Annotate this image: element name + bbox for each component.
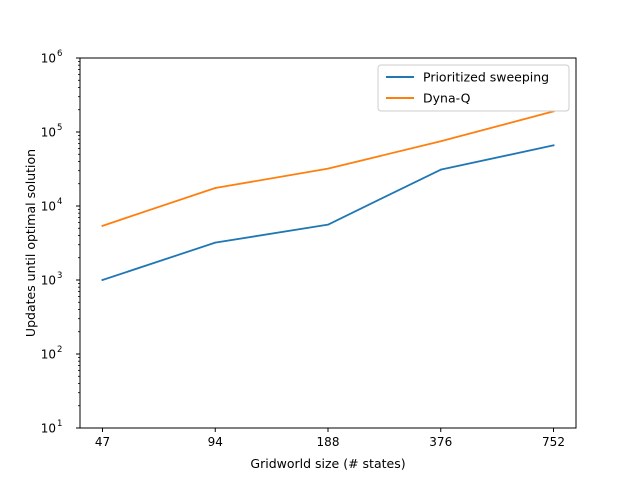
legend-label-dyna-q: Dyna-Q bbox=[423, 91, 471, 106]
y-tick-label-1000000: 10 bbox=[41, 52, 56, 66]
y-tick-exponent-10: 1 bbox=[57, 419, 62, 429]
data-point-dyna-q-376 bbox=[439, 140, 442, 143]
data-point-dyna-q-94 bbox=[214, 187, 217, 189]
data-point-prioritized-sweeping-47 bbox=[101, 279, 104, 281]
data-point-prioritized-sweeping-376 bbox=[439, 168, 442, 171]
data-point-prioritized-sweeping-752 bbox=[552, 144, 555, 147]
y-tick-label-100: 10 bbox=[41, 348, 56, 362]
y-tick-label-10: 10 bbox=[41, 422, 56, 436]
x-tick-label-752: 752 bbox=[542, 435, 565, 449]
y-tick-exponent-1000000: 6 bbox=[57, 49, 62, 59]
data-point-dyna-q-188 bbox=[327, 167, 329, 170]
y-tick-exponent-10000: 4 bbox=[57, 197, 62, 207]
legend-label-prioritized-sweeping: Prioritized sweeping bbox=[423, 70, 549, 85]
x-axis-label: Gridworld size (# states) bbox=[250, 456, 405, 471]
y-tick-label-1000: 10 bbox=[41, 274, 56, 288]
y-tick-exponent-100: 2 bbox=[57, 345, 62, 355]
data-point-prioritized-sweeping-188 bbox=[327, 223, 329, 226]
y-tick-label-10000: 10 bbox=[41, 200, 56, 214]
y-tick-exponent-100000: 5 bbox=[57, 123, 62, 133]
y-tick-label-100000: 10 bbox=[41, 126, 56, 140]
y-axis-label: Updates until optimal solution bbox=[23, 149, 38, 337]
legend: Prioritized sweeping Dyna-Q bbox=[377, 64, 570, 112]
legend-box bbox=[377, 64, 570, 112]
x-tick-label-47: 47 bbox=[95, 435, 110, 449]
x-tick-label-376: 376 bbox=[429, 435, 452, 449]
data-point-dyna-q-47 bbox=[101, 224, 104, 227]
x-tick-label-94: 94 bbox=[208, 435, 223, 449]
data-point-prioritized-sweeping-94 bbox=[214, 241, 217, 244]
series-layer bbox=[101, 110, 555, 282]
x-tick-label-188: 188 bbox=[317, 435, 340, 449]
y-tick-exponent-1000: 3 bbox=[57, 271, 62, 281]
x-axis: 47 94 188 376 752 bbox=[95, 428, 565, 449]
